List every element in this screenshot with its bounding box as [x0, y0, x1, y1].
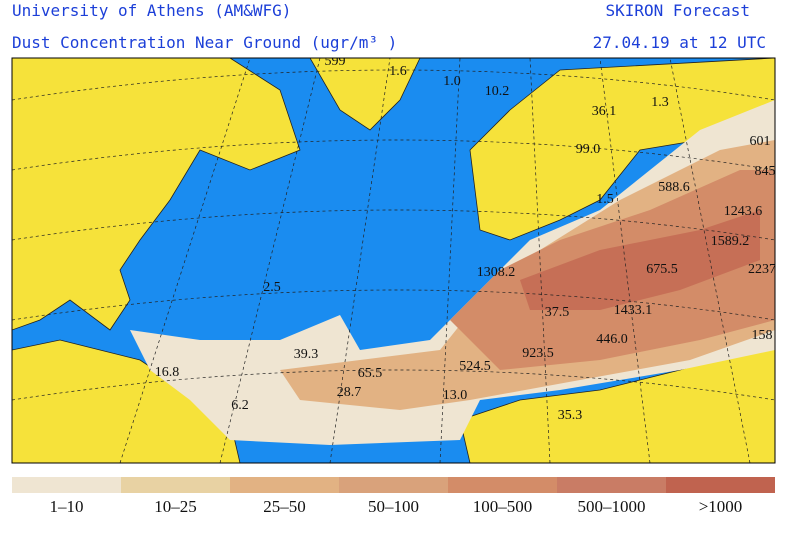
map-value-label: 599 [325, 54, 346, 69]
map-value-label: 35.3 [558, 408, 583, 423]
dust-core [520, 210, 760, 310]
left-title: University of Athens (AM&WFG) [12, 1, 291, 20]
map: 599 1.6 1.0 10.2 36.1 1.3 99.0 601 845 588.6 1.5 12… [11, 54, 776, 464]
date: 27.04.19 at 12 UTC [593, 33, 766, 52]
map-value-label: 588.6 [658, 180, 690, 195]
legend-swatch [557, 477, 666, 493]
right-title: SKIRON Forecast [606, 1, 751, 20]
map-value-label: 16.8 [155, 365, 180, 380]
map-value-label: 36.1 [592, 104, 617, 119]
legend-swatch [666, 477, 775, 493]
north-america [12, 58, 301, 331]
legend-swatch [448, 477, 557, 493]
map-value-label: 39.3 [294, 347, 319, 362]
map-value-label: 446.0 [596, 332, 628, 347]
map-value-label: 1.6 [389, 64, 407, 79]
map-value-label: 13.0 [443, 388, 468, 403]
legend-label: 1–10 [50, 497, 84, 516]
legend-label: 100–500 [473, 497, 533, 516]
map-value-label: 675.5 [646, 262, 678, 277]
map-frame [11, 57, 776, 464]
map-value-label: 1.5 [596, 192, 614, 207]
map-value-label: 65.5 [358, 366, 383, 381]
europe [469, 58, 775, 241]
map-value-label: 845 [755, 164, 776, 179]
map-value-label: 10.2 [485, 84, 510, 99]
legend-swatch [339, 477, 448, 493]
legend-label: 10–25 [154, 497, 197, 516]
map-value-label: 524.5 [459, 359, 491, 374]
map-value-label: 1243.6 [724, 204, 763, 219]
legend-swatch [230, 477, 339, 493]
map-value-label: 923.5 [522, 346, 554, 361]
map-value-label: 1589.2 [711, 234, 750, 249]
graticule [12, 58, 775, 463]
legend: 1–10 10–25 25–50 50–100 100–500 500–1000 >1000 [12, 477, 775, 516]
map-value-label: 158 [752, 328, 773, 343]
map-value-label: 37.5 [545, 305, 570, 320]
greenland [309, 58, 421, 131]
map-value-label: 2237 [748, 262, 776, 277]
legend-label: 50–100 [368, 497, 419, 516]
map-value-label: 6.2 [231, 398, 249, 413]
map-value-label: 1433.1 [614, 303, 653, 318]
map-value-label: 1308.2 [477, 265, 516, 280]
map-value-label: 28.7 [337, 385, 362, 400]
subtitle: Dust Concentration Near Ground (ugr/m³ ) [12, 33, 397, 52]
map-value-label: 2.5 [263, 280, 281, 295]
legend-swatch [121, 477, 230, 493]
legend-swatch [12, 477, 121, 493]
legend-label: >1000 [699, 497, 743, 516]
map-value-label: 601 [750, 134, 771, 149]
map-labels: 599 1.6 1.0 10.2 36.1 1.3 99.0 601 845 588.6 1.5 12… [155, 54, 776, 423]
legend-label: 500–1000 [578, 497, 646, 516]
map-value-label: 99.0 [576, 142, 601, 157]
map-value-label: 1.3 [651, 95, 669, 110]
map-value-label: 1.0 [443, 74, 461, 89]
legend-label: 25–50 [263, 497, 306, 516]
